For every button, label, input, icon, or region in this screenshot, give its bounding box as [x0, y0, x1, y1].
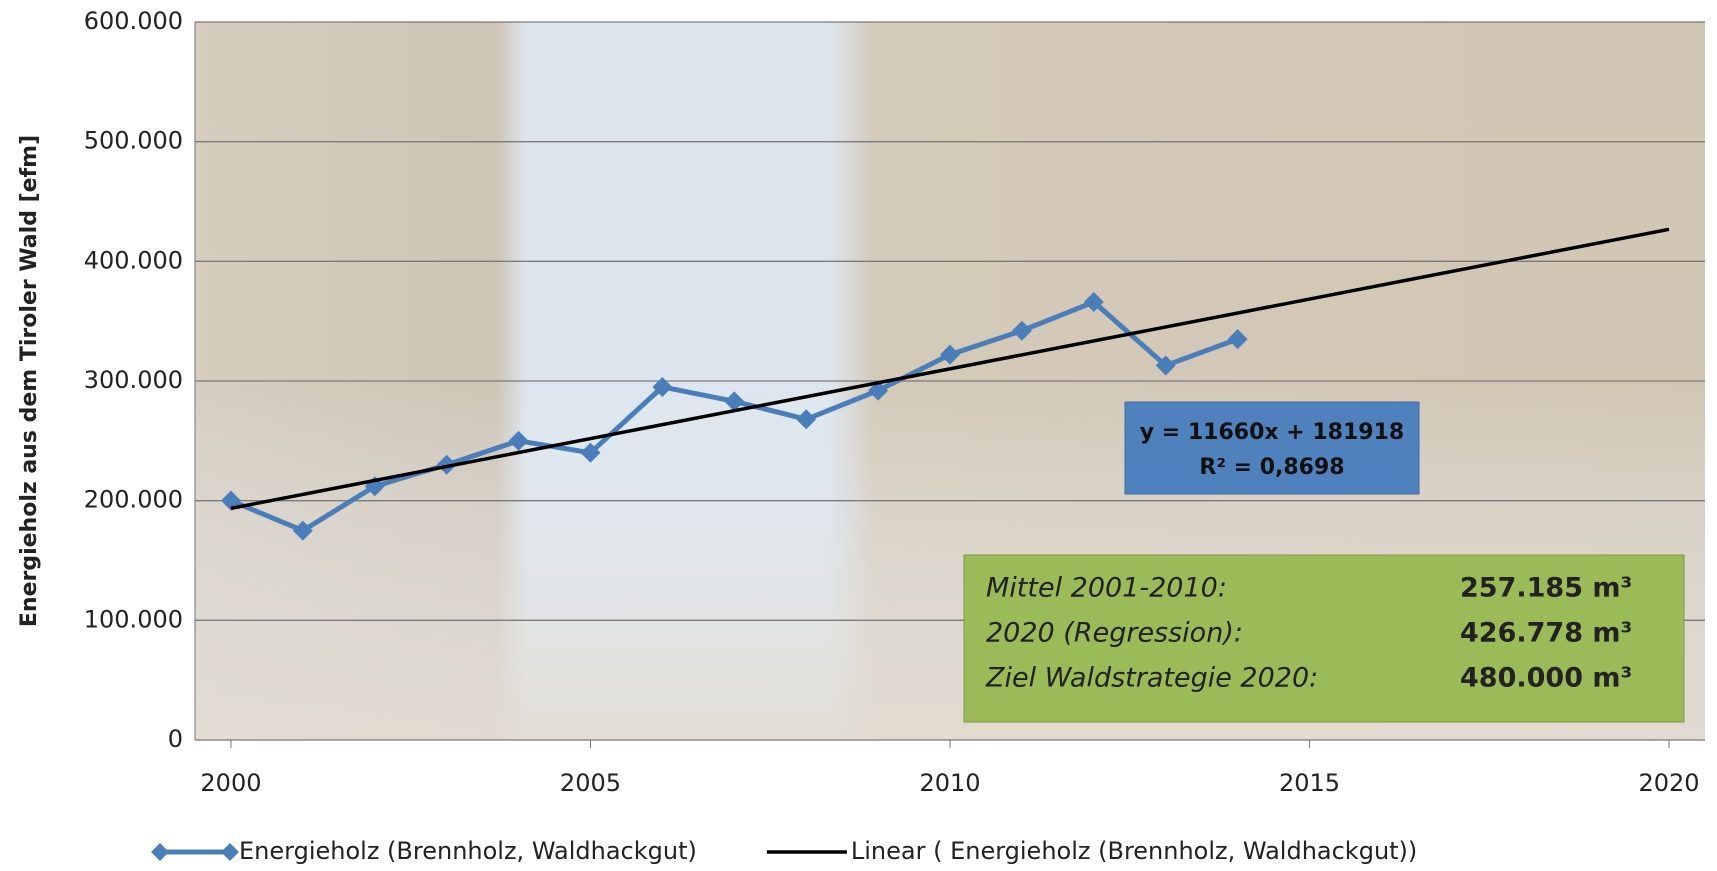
- x-tick-label: 2010: [919, 769, 980, 797]
- x-tick-label: 2000: [200, 769, 261, 797]
- legend-label: Energieholz (Brennholz, Waldhackgut): [239, 837, 697, 865]
- data-point: [151, 843, 169, 861]
- y-tick-label: 500.000: [84, 127, 183, 155]
- data-point: [796, 409, 817, 430]
- data-point: [580, 442, 601, 463]
- data-point: [508, 430, 529, 451]
- y-tick-label: 100.000: [84, 605, 183, 633]
- summary-label: 2020 (Regression):: [986, 618, 1243, 649]
- y-axis-label: Energieholz aus dem Tiroler Wald [efm]: [17, 135, 42, 627]
- data-point: [868, 380, 889, 401]
- legend-label: Linear ( Energieholz (Brennholz, Waldhac…: [851, 837, 1417, 865]
- y-tick-label: 0: [168, 725, 183, 753]
- summary-label: Mittel 2001-2010:: [986, 573, 1227, 604]
- summary-box: Mittel 2001-2010: 257.185 m³ 2020 (Regre…: [963, 554, 1685, 723]
- series-line: [230, 227, 1670, 511]
- r-squared-text: R² = 0,8698: [1199, 455, 1344, 480]
- data-point: [292, 520, 313, 541]
- y-tick-label: 300.000: [84, 366, 183, 394]
- data-point: [1083, 292, 1104, 313]
- equation-text: y = 11660x + 181918: [1140, 420, 1404, 445]
- data-point: [221, 843, 239, 861]
- y-tick-label: 400.000: [84, 246, 183, 274]
- summary-value: 257.185 m³: [1460, 573, 1632, 604]
- data-point: [1155, 355, 1176, 376]
- equation-box: y = 11660x + 181918 R² = 0,8698: [1124, 401, 1420, 495]
- data-point: [724, 391, 745, 412]
- equation-box-bg: [1124, 401, 1420, 495]
- summary-value: 480.000 m³: [1460, 663, 1632, 694]
- x-tick-label: 2015: [1279, 769, 1340, 797]
- data-point: [652, 376, 673, 397]
- data-point: [940, 344, 960, 365]
- x-tick-label: 2005: [560, 769, 621, 797]
- summary-box-bg: [963, 554, 1685, 723]
- y-tick-label: 200.000: [84, 486, 183, 514]
- summary-value: 426.778 m³: [1460, 618, 1632, 649]
- x-tick-label: 2020: [1639, 769, 1700, 797]
- y-tick-label: 600.000: [84, 7, 183, 35]
- data-point: [1011, 320, 1032, 341]
- data-point: [1227, 329, 1248, 350]
- summary-label: Ziel Waldstrategie 2020:: [985, 663, 1318, 694]
